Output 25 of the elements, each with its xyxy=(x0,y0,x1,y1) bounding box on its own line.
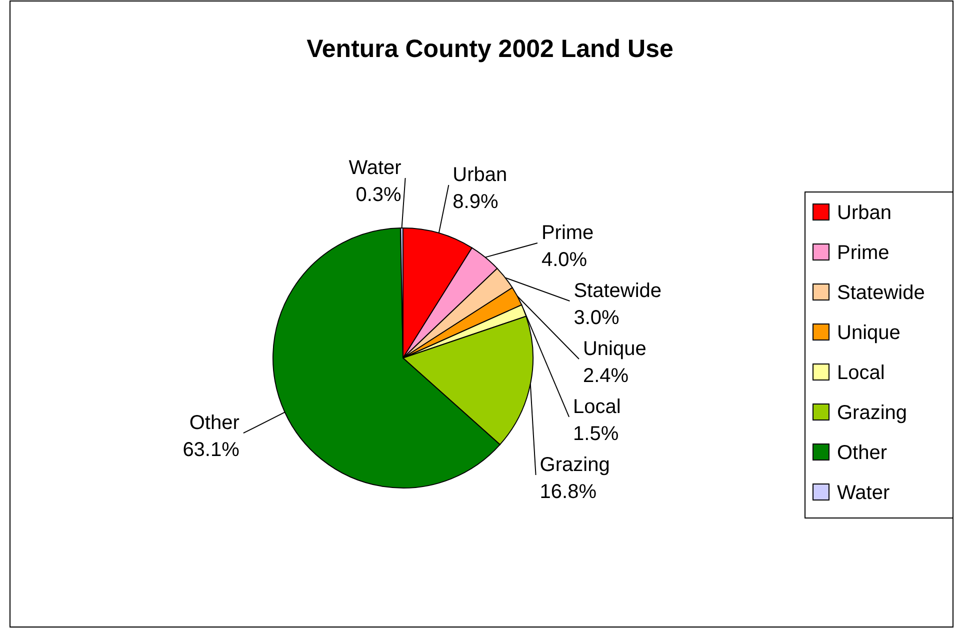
slice-label: Unique xyxy=(582,338,646,360)
legend-label: Urban xyxy=(837,202,892,224)
data-label: 0.3% xyxy=(356,184,402,206)
legend-label: Statewide xyxy=(837,282,925,304)
slice-label: Grazing xyxy=(540,454,610,476)
slice-label: Prime xyxy=(541,222,594,244)
slice-label: Statewide xyxy=(574,280,662,302)
legend-label: Other xyxy=(837,442,888,464)
data-label: 2.4% xyxy=(582,364,629,387)
data-label: 16.8% xyxy=(540,480,597,503)
data-label: 8.9% xyxy=(452,190,498,213)
slice-label: Urban xyxy=(452,164,508,186)
legend-label: Unique xyxy=(837,322,900,344)
slice-label: Other xyxy=(189,412,240,434)
legend-label: Prime xyxy=(837,242,890,264)
slice-label: Water xyxy=(348,157,402,180)
legend-label: Local xyxy=(837,362,885,384)
legend-label: Water xyxy=(837,482,890,504)
legend-label: Grazing xyxy=(837,402,908,424)
data-label: 4.0% xyxy=(541,248,588,271)
data-label: 3.0% xyxy=(574,306,620,329)
chart-title: Ventura County 2002 Land Use xyxy=(306,35,674,63)
data-label: 1.5% xyxy=(573,422,619,445)
data-label: 63.1% xyxy=(182,439,240,462)
slice-label: Local xyxy=(573,396,621,418)
